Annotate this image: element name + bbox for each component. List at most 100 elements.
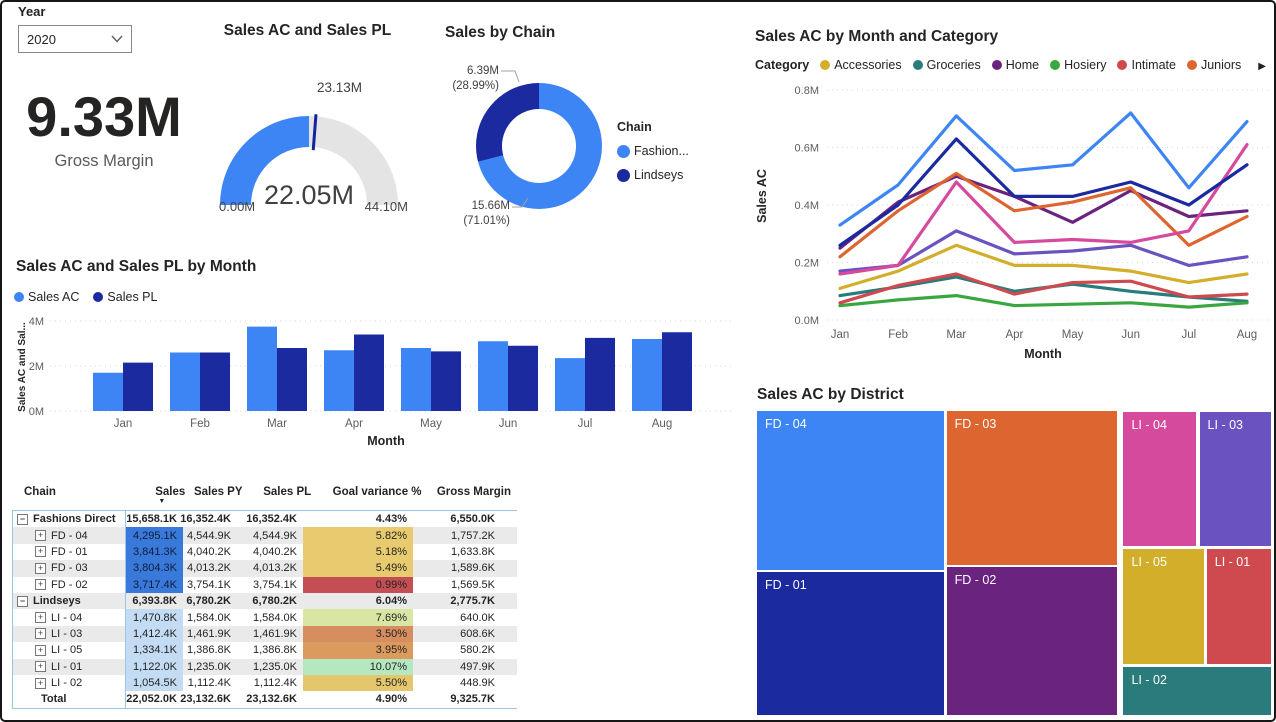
- legend-item-juniors[interactable]: Juniors: [1186, 58, 1242, 72]
- collapse-icon[interactable]: −: [17, 513, 28, 525]
- collapse-icon[interactable]: −: [17, 595, 28, 607]
- expand-icon[interactable]: +: [35, 677, 46, 689]
- line-chart-title: Sales AC by Month and Category: [755, 28, 999, 45]
- treemap-tile-li-05[interactable]: LI - 05: [1123, 549, 1204, 665]
- treemap-tile-li-03[interactable]: LI - 03: [1199, 411, 1271, 547]
- treemap-tile-label: LI - 04: [1131, 417, 1167, 432]
- axis-label: Mar: [946, 329, 966, 341]
- line-series-juniors: [838, 171, 1249, 259]
- column-header-sales-pl[interactable]: Sales PL: [249, 480, 318, 510]
- legend-item-groceries[interactable]: Groceries: [912, 58, 981, 72]
- treemap-panel: Sales AC by District FD - 04 FD - 01 FD - …: [750, 384, 1272, 718]
- expand-icon[interactable]: +: [35, 612, 46, 624]
- expand-icon[interactable]: +: [35, 628, 46, 640]
- treemap-tile-li-02[interactable]: LI - 02: [1123, 666, 1271, 715]
- table-row: + FD - 03 3,804.3K 4,013.2K 4,013.2K 5.49% 1,5…: [13, 560, 517, 577]
- legend-item-intimate[interactable]: Intimate: [1117, 58, 1176, 72]
- legend-item-home[interactable]: Home: [991, 58, 1039, 72]
- sales-py-cell: 3,754.1K: [186, 578, 231, 591]
- legend-label: Lindseys: [634, 168, 684, 182]
- legend-overflow-icon[interactable]: ▶: [1258, 61, 1266, 72]
- table-row: − Fashions Direct 15,658.1K 16,352.4K 16,352…: [13, 511, 517, 528]
- chain-cell: + FD - 01: [13, 543, 126, 561]
- treemap-title: Sales AC by District: [757, 386, 904, 403]
- sales-py-cell: 23,132.6K: [180, 693, 231, 706]
- treemap-tile-fd-02[interactable]: FD - 02: [946, 566, 1117, 715]
- treemap-tile-li-04[interactable]: LI - 04: [1123, 411, 1197, 547]
- treemap-chart: FD - 04 FD - 01 FD - 03 FD - 02 LI - 04 LI - …: [757, 411, 1271, 715]
- donut-chart[interactable]: [476, 83, 602, 209]
- expand-icon[interactable]: +: [35, 562, 46, 574]
- legend-item-hosiery[interactable]: Hosiery: [1050, 58, 1106, 72]
- axis-label: 0.6M: [795, 143, 819, 155]
- gauge-target-label: 23.13M: [317, 80, 363, 95]
- table-row: + LI - 04 1,470.8K 1,584.0K 1,584.0K 7.69% 640…: [13, 609, 517, 626]
- gauge-target-marker: [311, 114, 318, 151]
- bar-sales-pl-aug[interactable]: [662, 332, 692, 411]
- column-header-gross-margin[interactable]: Gross Margin: [428, 480, 517, 510]
- legend-item-sales-ac[interactable]: Sales AC: [14, 290, 79, 304]
- bar-sales-ac-jul[interactable]: [555, 358, 585, 411]
- sales-py-cell: 1,461.9K: [186, 627, 231, 640]
- sales-pl-cell: 6,780.2K: [252, 595, 297, 608]
- goal-variance-cell: 5.18%: [303, 543, 413, 561]
- year-dropdown[interactable]: 2020: [18, 25, 132, 53]
- treemap-tile-fd-03[interactable]: FD - 03: [946, 411, 1117, 565]
- bar-sales-pl-apr[interactable]: [354, 334, 384, 412]
- legend-item-sales-pl[interactable]: Sales PL: [93, 290, 157, 304]
- treemap-tile-fd-04[interactable]: FD - 04: [757, 411, 944, 570]
- legend-dot: [991, 60, 1002, 70]
- expand-icon[interactable]: +: [35, 546, 46, 558]
- bar-sales-pl-feb[interactable]: [200, 352, 230, 412]
- chain-label: FD - 01: [51, 545, 88, 558]
- treemap-tile-li-01[interactable]: LI - 01: [1206, 549, 1271, 665]
- legend-item-lindseys[interactable]: Lindseys: [617, 168, 689, 182]
- legend-label: Juniors: [1200, 58, 1242, 72]
- expand-icon[interactable]: +: [35, 644, 46, 656]
- gross-margin-cell: 1,633.8K: [450, 545, 495, 558]
- bar-sales-pl-may[interactable]: [431, 351, 461, 411]
- bar-sales-ac-may[interactable]: [401, 348, 431, 411]
- table-row: + LI - 02 1,054.5K 1,112.4K 1,112.4K 5.50% 448…: [13, 674, 517, 692]
- bar-sales-pl-jun[interactable]: [508, 345, 538, 411]
- bar-sales-pl-mar[interactable]: [277, 348, 307, 411]
- chain-label: LI - 05: [51, 644, 83, 657]
- expand-icon[interactable]: +: [35, 661, 46, 673]
- column-header-chain[interactable]: Chain: [12, 480, 131, 510]
- column-header-goal-variance[interactable]: Goal variance %: [317, 480, 427, 510]
- bar-sales-ac-aug[interactable]: [632, 339, 662, 411]
- line-legend-title: Category: [755, 58, 810, 72]
- axis-label: May: [420, 418, 442, 430]
- treemap-tile-fd-01[interactable]: FD - 01: [757, 571, 944, 715]
- axis-label: Jun: [1121, 329, 1140, 341]
- column-header-sales-py[interactable]: Sales PY: [191, 480, 248, 510]
- bar-sales-pl-jul[interactable]: [585, 337, 615, 411]
- bar-sales-ac-jun[interactable]: [478, 341, 508, 411]
- sales-py-cell: 1,112.4K: [187, 677, 231, 690]
- bar-sales-ac-jan[interactable]: [93, 372, 123, 411]
- treemap-tile-label: FD - 01: [765, 577, 807, 592]
- legend-item-accessories[interactable]: Accessories: [820, 58, 902, 72]
- axis-label: Month: [367, 434, 404, 448]
- sales-pl-cell: 1,584.0K: [252, 611, 297, 624]
- bar-sales-pl-jan[interactable]: [123, 362, 153, 411]
- bar-sales-ac-feb[interactable]: [170, 352, 200, 412]
- column-header-sales[interactable]: Sales ▼: [131, 480, 191, 510]
- expand-icon[interactable]: +: [35, 530, 46, 542]
- chain-label: FD - 02: [51, 578, 88, 591]
- line-series-accessories: [838, 243, 1249, 290]
- bar-sales-ac-mar[interactable]: [247, 326, 277, 411]
- chain-label: LI - 04: [51, 611, 83, 624]
- bar-sales-ac-apr[interactable]: [324, 350, 354, 411]
- chain-label: LI - 02: [51, 677, 83, 690]
- line-series-unlabeled: [838, 111, 1249, 227]
- goal-variance-cell: 5.49%: [303, 560, 413, 577]
- expand-icon[interactable]: +: [35, 579, 46, 591]
- bar-chart-title: Sales AC and Sales PL by Month: [16, 258, 257, 275]
- legend-item-fashion[interactable]: Fashion...: [617, 144, 689, 158]
- chain-cell: + FD - 04: [13, 527, 126, 544]
- axis-label: Aug: [652, 418, 672, 430]
- goal-variance-cell: 10.07%: [303, 658, 413, 675]
- legend-label: Sales AC: [28, 290, 80, 304]
- year-slicer: Year 2020: [18, 4, 132, 53]
